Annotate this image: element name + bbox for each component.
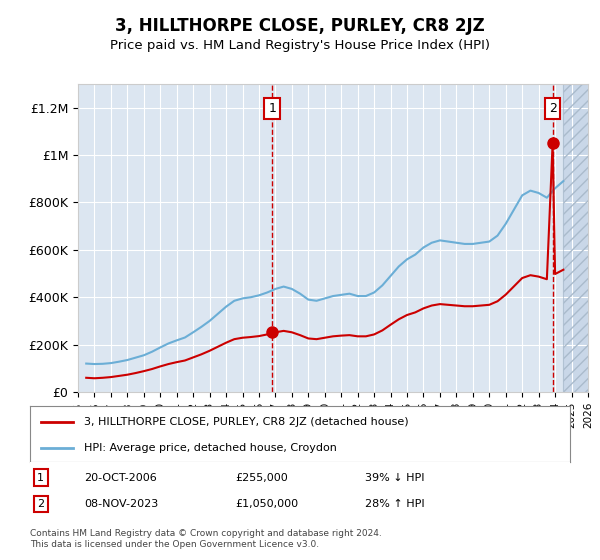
Text: 3, HILLTHORPE CLOSE, PURLEY, CR8 2JZ (detached house): 3, HILLTHORPE CLOSE, PURLEY, CR8 2JZ (de… [84, 417, 409, 427]
Text: Price paid vs. HM Land Registry's House Price Index (HPI): Price paid vs. HM Land Registry's House … [110, 39, 490, 52]
Text: 2: 2 [548, 102, 557, 115]
Text: 20-OCT-2006: 20-OCT-2006 [84, 473, 157, 483]
Text: 28% ↑ HPI: 28% ↑ HPI [365, 499, 424, 509]
Text: £255,000: £255,000 [235, 473, 288, 483]
Text: 3, HILLTHORPE CLOSE, PURLEY, CR8 2JZ: 3, HILLTHORPE CLOSE, PURLEY, CR8 2JZ [115, 17, 485, 35]
Text: This data is licensed under the Open Government Licence v3.0.: This data is licensed under the Open Gov… [30, 540, 319, 549]
Text: 08-NOV-2023: 08-NOV-2023 [84, 499, 158, 509]
Text: 1: 1 [37, 473, 44, 483]
Text: 2: 2 [37, 499, 44, 509]
Text: 1: 1 [268, 102, 276, 115]
Text: £1,050,000: £1,050,000 [235, 499, 298, 509]
Text: 39% ↓ HPI: 39% ↓ HPI [365, 473, 424, 483]
Text: Contains HM Land Registry data © Crown copyright and database right 2024.: Contains HM Land Registry data © Crown c… [30, 529, 382, 538]
Text: HPI: Average price, detached house, Croydon: HPI: Average price, detached house, Croy… [84, 443, 337, 453]
